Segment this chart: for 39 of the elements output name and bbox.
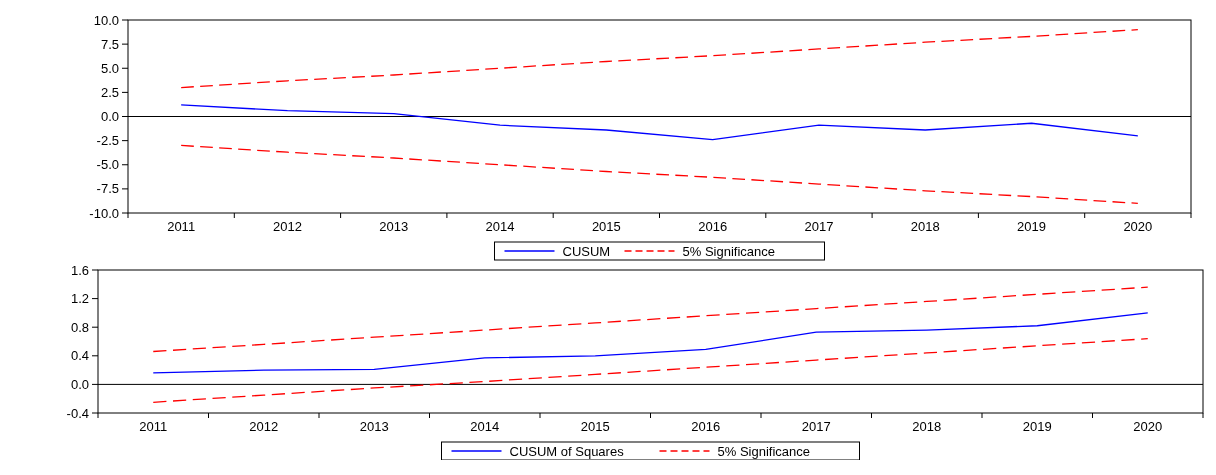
x-tick-label: 2011 bbox=[139, 419, 168, 434]
legend-label: CUSUM bbox=[562, 243, 611, 259]
y-tick-label: 0.0 bbox=[70, 376, 89, 392]
y-tick-label: 0.4 bbox=[70, 348, 89, 364]
x-tick-label: 2014 bbox=[485, 219, 515, 234]
y-tick-label: 5.0 bbox=[100, 60, 119, 76]
x-tick-label: 2016 bbox=[691, 419, 721, 434]
x-tick-label: 2012 bbox=[272, 219, 302, 234]
y-tick-label: 0.8 bbox=[70, 319, 89, 335]
y-tick-label: 7.5 bbox=[100, 36, 119, 52]
y-tick-label: -10.0 bbox=[89, 205, 119, 221]
x-tick-label: 2019 bbox=[1017, 219, 1047, 234]
x-tick-label: 2020 bbox=[1123, 219, 1153, 234]
y-tick-label: 0.0 bbox=[100, 109, 119, 125]
y-tick-label: -5.0 bbox=[96, 157, 119, 173]
x-tick-label: 2016 bbox=[698, 219, 728, 234]
legend-label: 5% Significance bbox=[717, 443, 810, 459]
legend-label: 5% Significance bbox=[682, 243, 775, 259]
x-tick-label: 2011 bbox=[167, 219, 196, 234]
x-tick-label: 2015 bbox=[591, 219, 621, 234]
x-tick-label: 2017 bbox=[801, 419, 831, 434]
legend-label: CUSUM of Squares bbox=[509, 443, 625, 459]
x-tick-label: 2018 bbox=[912, 419, 942, 434]
x-tick-label: 2019 bbox=[1022, 419, 1052, 434]
x-tick-label: 2020 bbox=[1133, 419, 1163, 434]
x-tick-label: 2017 bbox=[804, 219, 834, 234]
y-tick-label: -0.4 bbox=[66, 405, 89, 421]
x-tick-label: 2013 bbox=[359, 419, 389, 434]
x-tick-label: 2015 bbox=[580, 419, 610, 434]
y-tick-label: -2.5 bbox=[96, 133, 119, 149]
x-tick-label: 2013 bbox=[379, 219, 409, 234]
x-tick-label: 2018 bbox=[910, 219, 940, 234]
y-tick-label: 1.6 bbox=[70, 262, 89, 278]
x-tick-label: 2012 bbox=[249, 419, 279, 434]
y-tick-label: 1.2 bbox=[70, 291, 89, 307]
y-tick-label: 10.0 bbox=[93, 12, 119, 28]
y-tick-label: 2.5 bbox=[100, 84, 119, 100]
y-tick-label: -7.5 bbox=[96, 181, 119, 197]
x-tick-label: 2014 bbox=[470, 419, 500, 434]
